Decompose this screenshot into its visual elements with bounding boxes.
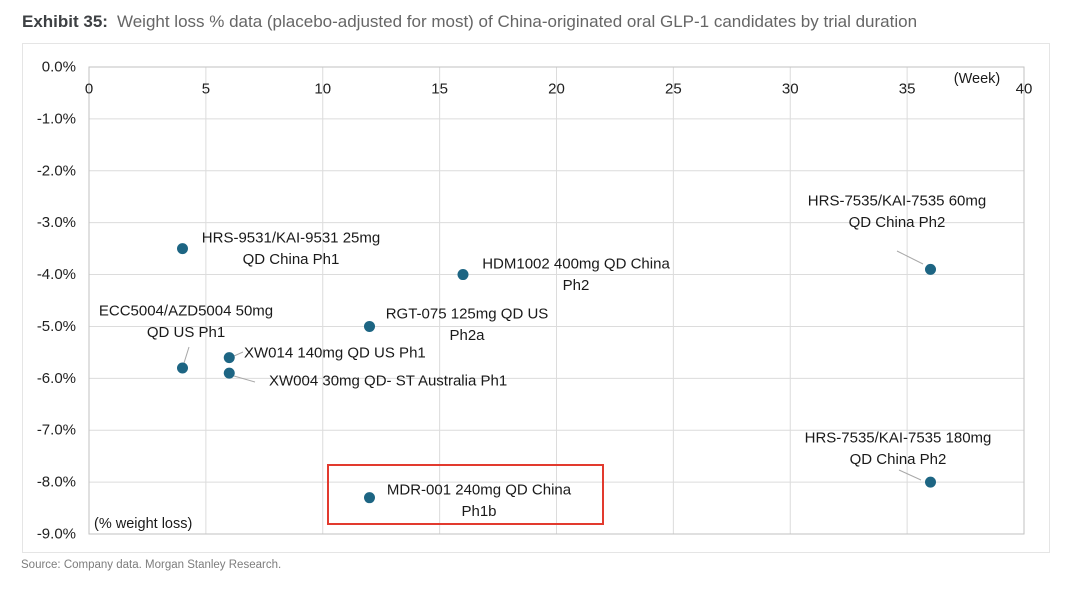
y-tick-label: -5.0% — [37, 318, 76, 335]
y-tick-label: -2.0% — [37, 162, 76, 179]
y-tick-label: -1.0% — [37, 110, 76, 127]
leader-line — [896, 250, 924, 265]
data-point-label: Ph1b — [461, 503, 496, 520]
data-point-label: Ph2 — [563, 277, 590, 294]
y-tick-label: -9.0% — [37, 526, 76, 543]
data-point-label: QD China Ph1 — [243, 251, 340, 268]
y-tick-label: -7.0% — [37, 422, 76, 439]
data-point-label: QD China Ph2 — [850, 451, 947, 468]
y-tick-label: 0.0% — [42, 59, 76, 76]
y-tick-label: -3.0% — [37, 214, 76, 231]
leader-line — [233, 375, 256, 383]
x-tick-label: 5 — [202, 81, 210, 98]
data-point — [364, 492, 375, 504]
x-tick-label: 30 — [782, 81, 799, 98]
exhibit-title-text: Weight loss % data (placebo-adjusted for… — [116, 12, 918, 31]
x-tick-label: 35 — [899, 81, 916, 98]
exhibit-title: Exhibit 35: Weight loss % data (placebo-a… — [22, 12, 917, 32]
x-tick-label: 10 — [314, 81, 331, 98]
data-point — [223, 367, 235, 379]
data-point-label: QD China Ph2 — [849, 214, 946, 231]
data-point-label: HRS-9531/KAI-9531 25mg — [202, 230, 380, 247]
data-point — [177, 243, 188, 255]
data-point — [364, 320, 375, 332]
data-point-label: XW004 30mg QD- ST Australia Ph1 — [269, 373, 507, 390]
data-point-label: MDR-001 240mg QD China — [387, 482, 572, 499]
data-point-label: QD US Ph1 — [147, 324, 225, 341]
source-note: Source: Company data. Morgan Stanley Res… — [21, 559, 282, 571]
data-point-label: RGT-075 125mg QD US — [386, 306, 549, 323]
chart-panel: 0 5 10 15 20 25 30 35 40 0.0% -1.0% -2.0% -3.0% -4.0%… — [22, 43, 1050, 553]
y-tick-label: -6.0% — [37, 370, 76, 387]
leader-line — [183, 346, 190, 364]
leader-line — [898, 469, 922, 481]
data-point-label: HDM1002 400mg QD China — [482, 256, 670, 273]
highlight-box — [327, 464, 604, 525]
data-point — [223, 352, 235, 364]
scatter-chart: 0 5 10 15 20 25 30 35 40 0.0% -1.0% -2.0% -3.0% -4.0%… — [37, 59, 1033, 543]
x-axis-unit-label: (Week) — [953, 71, 1001, 87]
x-tick-label: 20 — [548, 81, 565, 98]
plot-border — [88, 66, 1025, 535]
y-axis-unit-label: (% weight loss) — [94, 516, 193, 532]
leader-line — [233, 351, 244, 357]
exhibit-number: Exhibit 35: — [22, 12, 108, 31]
data-point-label: HRS-7535/KAI-7535 60mg — [808, 193, 986, 210]
data-point-label: Ph2a — [449, 327, 485, 344]
x-tick-label: 15 — [431, 81, 448, 98]
data-point — [925, 476, 936, 488]
y-tick-label: -4.0% — [37, 266, 76, 283]
data-point-label: HRS-7535/KAI-7535 180mg — [805, 430, 992, 447]
x-tick-label: 40 — [1016, 81, 1033, 98]
y-tick-label: -8.0% — [37, 474, 76, 491]
x-tick-label: 0 — [85, 81, 93, 98]
data-point-label: ECC5004/AZD5004 50mg — [99, 303, 273, 320]
x-tick-label: 25 — [665, 81, 682, 98]
data-point — [925, 263, 936, 275]
data-point-label: XW014 140mg QD US Ph1 — [244, 345, 426, 362]
data-point — [177, 362, 188, 374]
data-point — [457, 269, 469, 281]
